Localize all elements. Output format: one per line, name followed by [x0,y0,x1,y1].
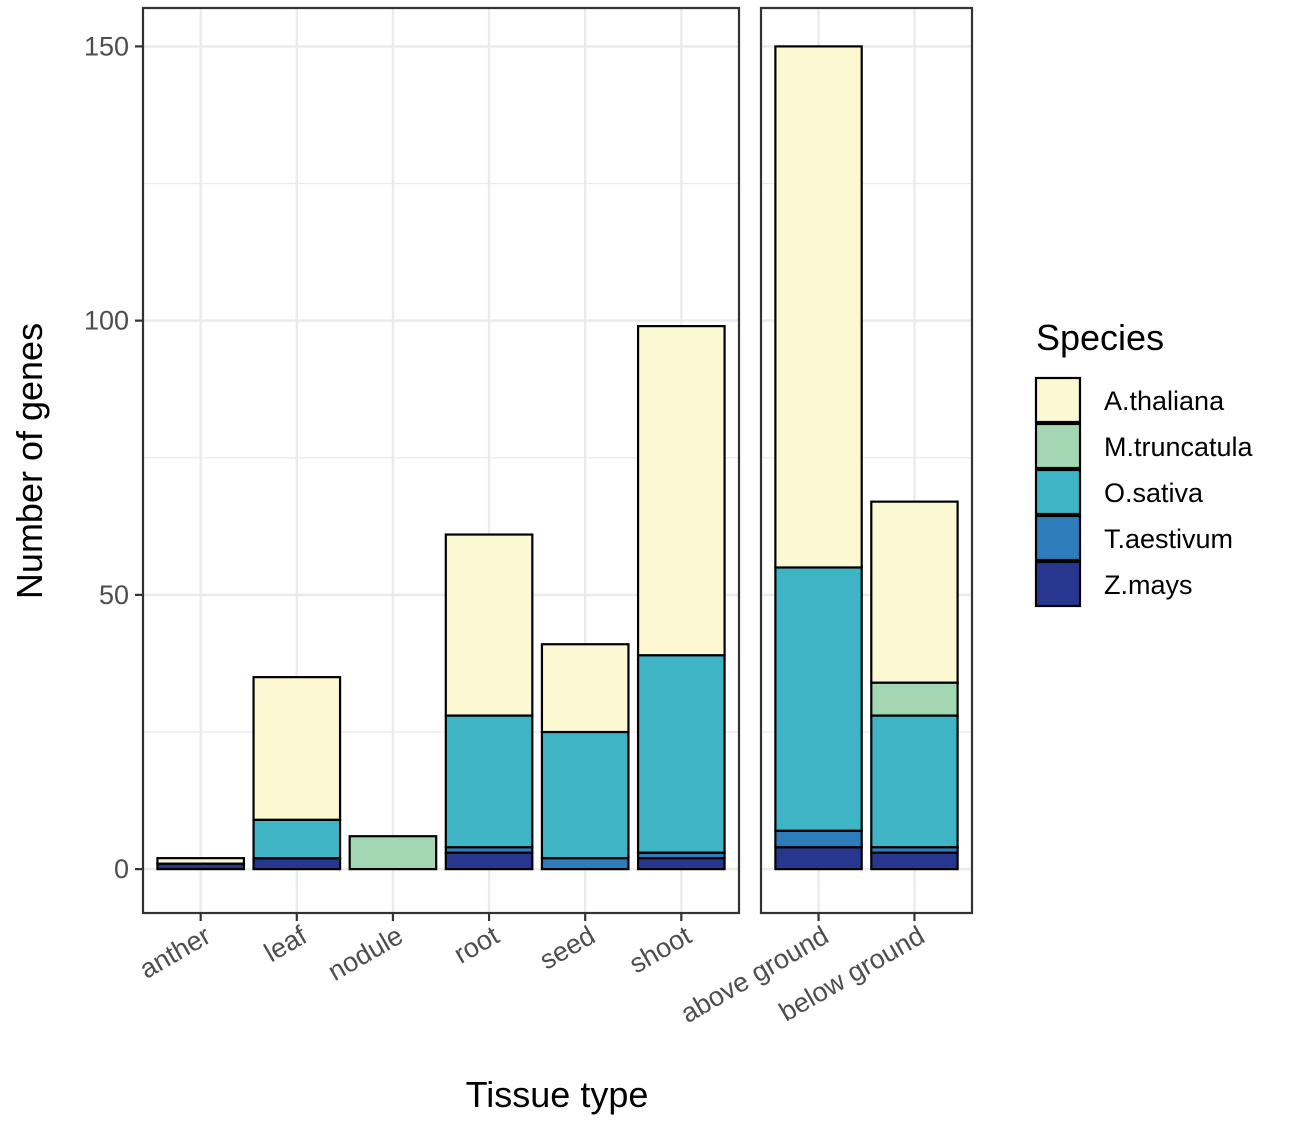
legend: Species A.thaliana M.truncatula O.sativa T.… [1034,317,1254,608]
legend-key-a-thaliana [1034,376,1082,424]
bar-below-ground-z-mays [870,851,959,871]
bar-above-ground-o-sativa [774,566,863,832]
panel-border [141,6,741,915]
legend-key-o-sativa [1034,468,1082,516]
legend-item-t-aestivum: T.aestivum [1034,514,1233,562]
y-axis-title: Number of genes [9,323,50,599]
x-tick-label-anther: anther [134,920,215,984]
facet-panels [141,6,974,915]
bar-above-ground-t-aestivum [774,829,863,849]
x-tick-label-shoot: shoot [624,920,697,979]
bar-below-ground-o-sativa [870,714,959,849]
legend-title: Species [1036,317,1164,358]
bar-nodule-m-truncatula [348,835,438,871]
y-tick-label-50: 50 [99,580,129,610]
bar-leaf-a-thaliana [252,676,342,821]
bar-below-ground-m-truncatula [870,681,959,717]
legend-item-o-sativa: O.sativa [1034,468,1204,516]
legend-items: A.thaliana M.truncatula O.sativa T.aestivum… [1034,376,1254,608]
legend-label-z-mays: Z.mays [1104,570,1193,600]
bar-anther-a-thaliana [156,857,246,865]
bar-seed-t-aestivum [540,857,630,871]
bar-shoot-a-thaliana [636,325,726,657]
legend-key-z-mays [1034,560,1082,608]
bar-leaf-z-mays [252,857,342,871]
x-tick-label-root: root [449,920,505,969]
facet-panel-1 [141,6,741,915]
x-tick-label-nodule: nodule [323,920,408,987]
bar-shoot-z-mays [636,857,726,871]
x-axis-title: Tissue type [466,1074,649,1115]
legend-label-t-aestivum: T.aestivum [1104,524,1233,554]
y-tick-label-0: 0 [114,854,129,884]
bar-above-ground-a-thaliana [774,45,863,569]
legend-key-t-aestivum [1034,514,1082,562]
y-tick-label-150: 150 [84,31,129,61]
bar-above-ground-z-mays [774,846,863,871]
bar-seed-a-thaliana [540,643,630,734]
bar-leaf-o-sativa [252,818,342,860]
bar-root-a-thaliana [444,533,534,717]
legend-label-o-sativa: O.sativa [1104,478,1204,508]
bar-root-o-sativa [444,714,534,849]
legend-item-a-thaliana: A.thaliana [1034,376,1225,424]
legend-label-a-thaliana: A.thaliana [1104,386,1225,416]
bar-root-z-mays [444,851,534,871]
x-tick-label-seed: seed [534,920,600,975]
legend-key-m-truncatula [1034,422,1082,470]
bar-below-ground-a-thaliana [870,500,959,684]
bar-seed-o-sativa [540,730,630,860]
y-axis: 0 50 100 150 [84,31,143,884]
legend-label-m-truncatula: M.truncatula [1104,432,1254,462]
legend-item-z-mays: Z.mays [1034,560,1193,608]
facet-panel-2 [759,6,974,915]
y-tick-label-100: 100 [84,306,129,336]
x-tick-label-leaf: leaf [259,920,312,968]
legend-item-m-truncatula: M.truncatula [1034,422,1254,470]
bar-shoot-o-sativa [636,654,726,854]
panel-border [759,6,974,915]
